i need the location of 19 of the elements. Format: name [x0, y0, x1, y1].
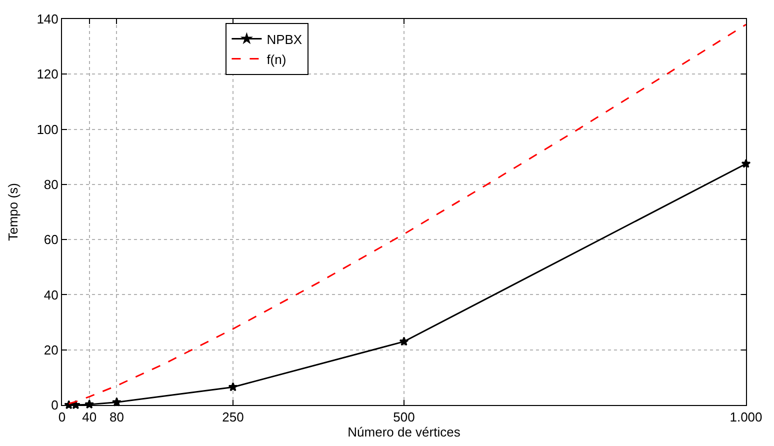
x-axis-title: Número de vértices: [348, 424, 461, 440]
x-tick-label: 80: [109, 410, 124, 425]
y-tick-label: 80: [44, 176, 58, 192]
point: [399, 336, 409, 346]
y-tick-label: 120: [36, 66, 58, 82]
x-tick-label: 250: [222, 410, 244, 425]
legend-label: NPBX: [266, 32, 302, 47]
x-tick-label: 500: [393, 410, 415, 425]
y-tick-label: 140: [36, 12, 58, 27]
x-tick-label: 40: [82, 410, 97, 425]
y-tick-label: 100: [36, 122, 58, 137]
point: [228, 382, 238, 392]
legend-label: f(n): [266, 52, 286, 67]
y-axis-title: Tempo (s): [6, 183, 21, 241]
y-tick-label: 60: [44, 232, 58, 248]
y-tick-label: 20: [44, 342, 58, 358]
x-tick-label: 1.000: [730, 410, 762, 425]
y-tick-label: 0: [51, 398, 58, 413]
y-tick-label: 40: [44, 287, 58, 302]
